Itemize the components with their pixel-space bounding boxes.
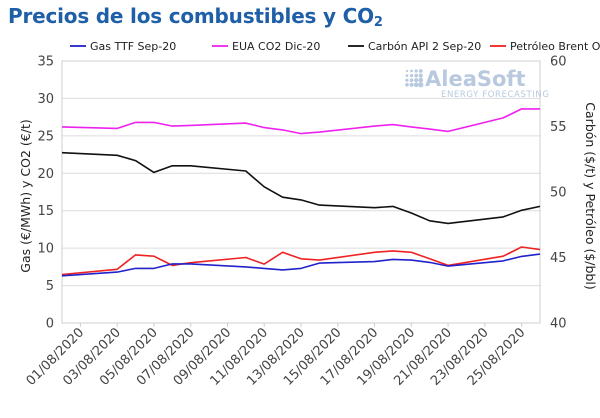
logo-dot	[418, 69, 423, 73]
logo-dot	[405, 69, 409, 73]
logo-dot	[410, 69, 413, 73]
logo-text: AleaSoft	[425, 67, 526, 91]
legend-label: Carbón API 2 Sep-20	[368, 40, 481, 53]
legend: Gas TTF Sep-20 EUA CO2 Dic-20 Carbón API 2…	[70, 40, 600, 53]
chart-title: Precios de los combustibles y CO2	[8, 4, 383, 30]
logo-dot	[414, 73, 419, 78]
logo-dot	[418, 82, 424, 88]
logo-subtext: ENERGY FORECASTING	[441, 90, 550, 100]
y-right-tick-labels: 40 45 50 55 60	[550, 55, 567, 332]
logo-dot	[418, 73, 423, 78]
y-left-tick-label: 0	[46, 317, 54, 332]
gridlines	[61, 60, 541, 324]
y-left-axis-label: Gas (€/MWh) y CO2 (€/t)	[18, 119, 33, 272]
logo-dot	[405, 78, 409, 82]
plot-frame	[61, 60, 541, 324]
series-line-2	[61, 108, 540, 135]
series-line-4	[61, 246, 541, 276]
logo-dot	[409, 82, 414, 87]
y-left-tick-label: 20	[37, 167, 54, 182]
y-right-axis-label: Carbón ($/t) y Petróleo ($/bbl)	[583, 102, 598, 289]
y-right-tick-label: 60	[550, 55, 567, 70]
y-left-tick-label: 25	[37, 129, 54, 144]
y-right-tick-label: 55	[550, 120, 567, 135]
logo-dot	[409, 78, 414, 83]
y-right-tick-label: 50	[550, 186, 567, 201]
y-left-tick-labels: 0 5 10 15 20 25 30 35	[37, 55, 54, 332]
y-left-tick-label: 15	[37, 204, 54, 219]
legend-label: EUA CO2 Dic-20	[232, 40, 320, 53]
logo-dot	[410, 74, 414, 78]
logo-dot	[418, 77, 424, 83]
series-line-3	[61, 151, 541, 225]
y-left-tick-label: 5	[46, 279, 54, 294]
legend-label: Petróleo Brent Oct-20	[510, 40, 600, 53]
logo-dot	[413, 82, 419, 88]
series-line-1	[61, 253, 541, 277]
series-lines	[61, 108, 541, 277]
y-right-tick-label: 45	[550, 251, 567, 266]
logo-dot	[405, 74, 409, 77]
x-tick-labels: 01/08/202003/08/202005/08/202007/08/2020…	[24, 323, 528, 389]
y-right-tick-label: 40	[550, 317, 567, 332]
y-left-tick-label: 30	[37, 92, 54, 107]
legend-label: Gas TTF Sep-20	[90, 40, 176, 53]
logo-dot	[414, 78, 419, 83]
logo-dot	[414, 69, 418, 73]
y-left-tick-label: 10	[37, 242, 54, 257]
y-left-tick-label: 35	[37, 55, 54, 70]
logo-dot	[405, 82, 409, 87]
